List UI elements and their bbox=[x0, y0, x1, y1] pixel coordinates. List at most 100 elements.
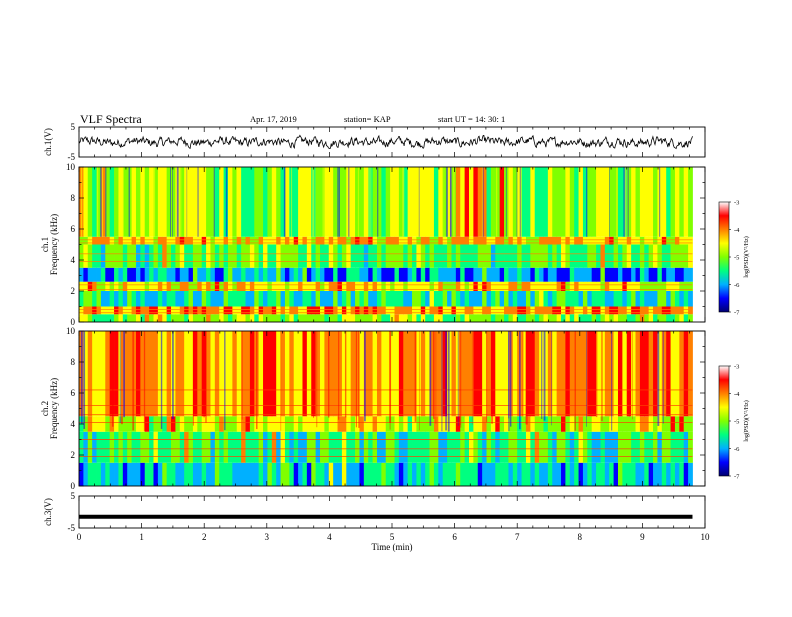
spectrogram-cell bbox=[425, 431, 430, 463]
spectrogram-cell bbox=[298, 306, 303, 315]
spectrogram-cell bbox=[324, 462, 330, 486]
spectrogram-cell bbox=[210, 314, 216, 322]
spectrogram-cell bbox=[346, 431, 352, 463]
spectrogram-cell bbox=[648, 267, 654, 282]
spectrogram-cell bbox=[674, 291, 680, 307]
spectrogram-cell bbox=[464, 306, 470, 315]
spectrogram-cell bbox=[201, 281, 207, 291]
spectrogram-cell bbox=[114, 244, 119, 268]
spectrogram-cell bbox=[635, 431, 641, 463]
spectrogram-cell bbox=[552, 291, 558, 307]
spectrogram-cell bbox=[368, 281, 373, 291]
spectrogram-cell bbox=[140, 416, 146, 432]
spectrogram-cell bbox=[114, 236, 119, 245]
spectrogram-cell bbox=[473, 314, 479, 322]
spectrogram-cell bbox=[403, 236, 409, 245]
spectrogram-cell bbox=[337, 291, 343, 307]
spectrogram-cell bbox=[135, 431, 141, 463]
spectrogram-cell bbox=[206, 431, 211, 463]
spectrogram-cell bbox=[376, 331, 382, 417]
spectrogram-cell bbox=[499, 314, 505, 322]
spectrogram-cell bbox=[201, 306, 207, 315]
spectrogram-cell bbox=[477, 291, 483, 307]
spectrogram-cell bbox=[412, 281, 417, 291]
spectrogram-cell bbox=[398, 267, 404, 282]
spectrogram-cell bbox=[661, 244, 667, 268]
spectrogram-cell bbox=[447, 314, 452, 322]
spectrogram-cell bbox=[284, 431, 290, 463]
spectrogram-cell bbox=[587, 291, 593, 307]
spectrogram-cell bbox=[197, 331, 203, 417]
spectrogram-cell bbox=[600, 281, 606, 291]
spectrogram-cell bbox=[219, 244, 224, 268]
spectrogram-cell bbox=[249, 431, 255, 463]
spectrogram-cell bbox=[578, 267, 584, 282]
spectrogram-cell bbox=[320, 291, 325, 307]
spectrogram-cell bbox=[127, 244, 132, 268]
spectrogram-cell bbox=[96, 306, 102, 315]
spectrogram-cell bbox=[302, 267, 308, 282]
spectrogram-cell bbox=[210, 281, 216, 291]
spectrogram-cell bbox=[227, 331, 233, 417]
spectrogram-cell bbox=[390, 416, 395, 432]
spectrogram-cell bbox=[648, 314, 654, 322]
spectrogram-cell bbox=[175, 236, 181, 245]
spectrogram-cell bbox=[674, 167, 680, 237]
spectrogram-cell bbox=[582, 167, 588, 237]
sferic-stripe bbox=[96, 167, 99, 237]
spectrogram-cell bbox=[495, 416, 501, 432]
spectrogram-cell bbox=[517, 431, 522, 463]
spectrogram-cell bbox=[267, 416, 273, 432]
spectrogram-cell bbox=[100, 306, 106, 315]
spectrogram-cell bbox=[122, 416, 128, 432]
spectrogram-cell bbox=[525, 462, 531, 486]
spectrogram-cell bbox=[350, 431, 356, 463]
spectrogram-cell bbox=[517, 306, 522, 315]
spectrogram-cell bbox=[539, 236, 544, 245]
spectrogram-cell bbox=[114, 431, 119, 463]
spectrogram-cell bbox=[539, 291, 544, 307]
spectrogram-cell bbox=[280, 281, 286, 291]
spectrogram-cell bbox=[679, 314, 685, 322]
spectrogram-band bbox=[79, 281, 693, 291]
spectrogram-cell bbox=[578, 331, 584, 417]
spectrogram-cell bbox=[227, 416, 233, 432]
spectrogram-cell bbox=[118, 291, 124, 307]
spectrogram-cell bbox=[206, 244, 211, 268]
spectrogram-cell bbox=[543, 267, 549, 282]
spectrogram-cell bbox=[473, 416, 479, 432]
spectrogram-cell bbox=[350, 462, 356, 486]
spectrogram-cell bbox=[276, 244, 281, 268]
spectrogram-cell bbox=[153, 431, 159, 463]
spectrogram-cell bbox=[157, 431, 163, 463]
spectrogram-cell bbox=[328, 236, 334, 245]
spectrogram-cell bbox=[674, 267, 680, 282]
spectrogram-cell bbox=[394, 416, 400, 432]
spectrogram-cell bbox=[499, 244, 505, 268]
spectrogram-cell bbox=[622, 267, 628, 282]
spectrogram-cell bbox=[320, 267, 325, 282]
spectrogram-cell bbox=[455, 314, 461, 322]
spectrogram-cell bbox=[438, 236, 444, 245]
spectrogram-cell bbox=[486, 236, 492, 245]
spectrogram-cell bbox=[469, 281, 474, 291]
spectrogram-cell bbox=[87, 314, 93, 322]
spectrogram-cell bbox=[210, 306, 216, 315]
spectrogram-cell bbox=[565, 267, 571, 282]
sferic-stripe bbox=[527, 331, 528, 425]
spectrogram-cell bbox=[219, 314, 224, 322]
spectrogram-cell bbox=[648, 416, 654, 432]
spectrogram-cell bbox=[578, 462, 584, 486]
spectrogram-cell bbox=[539, 281, 544, 291]
spectrogram-cell bbox=[547, 431, 553, 463]
spectrogram-cell bbox=[530, 431, 536, 463]
spectrogram-band bbox=[79, 267, 693, 282]
spectrogram-cell bbox=[289, 236, 295, 245]
spectrogram-cell bbox=[197, 416, 203, 432]
spectrogram-cell bbox=[438, 331, 444, 417]
spectrogram-cell bbox=[100, 462, 106, 486]
spectrogram-cell bbox=[162, 331, 168, 417]
spectrogram-cell bbox=[455, 236, 461, 245]
spectrogram-cell bbox=[109, 236, 115, 245]
spectrogram-cell bbox=[477, 306, 483, 315]
